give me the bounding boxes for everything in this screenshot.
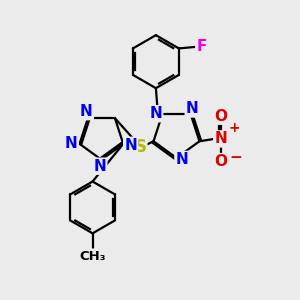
Text: N: N: [65, 136, 78, 151]
Text: CH₃: CH₃: [79, 250, 106, 262]
Text: O: O: [214, 109, 227, 124]
Text: F: F: [196, 39, 207, 54]
Text: N: N: [124, 138, 137, 153]
Text: S: S: [134, 138, 146, 156]
Text: O: O: [214, 154, 227, 169]
Text: N: N: [186, 101, 199, 116]
Text: +: +: [229, 122, 241, 135]
Text: N: N: [149, 106, 162, 121]
Text: N: N: [94, 159, 106, 174]
Text: N: N: [214, 131, 227, 146]
Text: N: N: [80, 104, 93, 119]
Text: −: −: [230, 150, 242, 165]
Text: N: N: [176, 152, 188, 167]
